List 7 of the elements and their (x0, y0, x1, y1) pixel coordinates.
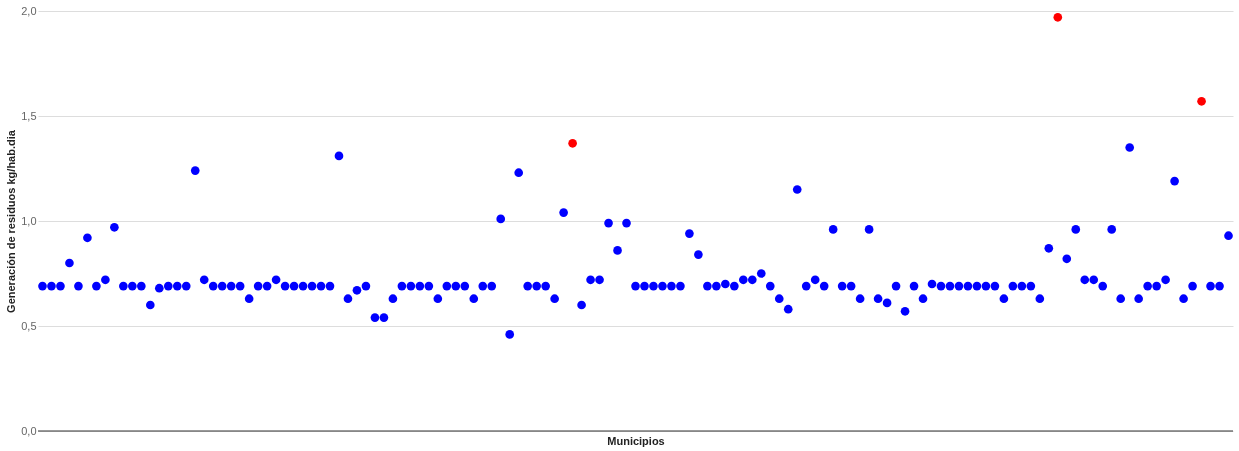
y-tick-label: 1,5 (21, 109, 37, 122)
y-tick-label: 2,0 (21, 4, 37, 17)
y-tick-label: 0,5 (21, 319, 37, 332)
x-axis-title: Municipios (607, 434, 665, 447)
y-tick-label: 0,0 (21, 424, 37, 437)
y-axis-title: Generación de residuos kg/hab.dia (5, 129, 18, 313)
y-tick-label: 1,0 (21, 214, 37, 227)
